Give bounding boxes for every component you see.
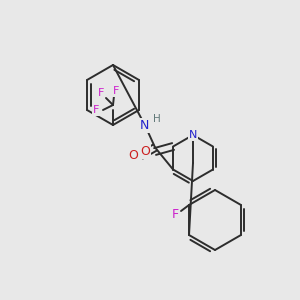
Text: N: N — [140, 119, 149, 132]
Text: O: O — [140, 145, 150, 158]
Text: F: F — [113, 86, 119, 96]
Text: F: F — [98, 88, 104, 98]
Text: O: O — [128, 149, 138, 162]
Text: F: F — [93, 105, 99, 115]
Text: F: F — [172, 208, 178, 221]
Text: H: H — [153, 113, 161, 124]
Text: N: N — [189, 130, 197, 140]
